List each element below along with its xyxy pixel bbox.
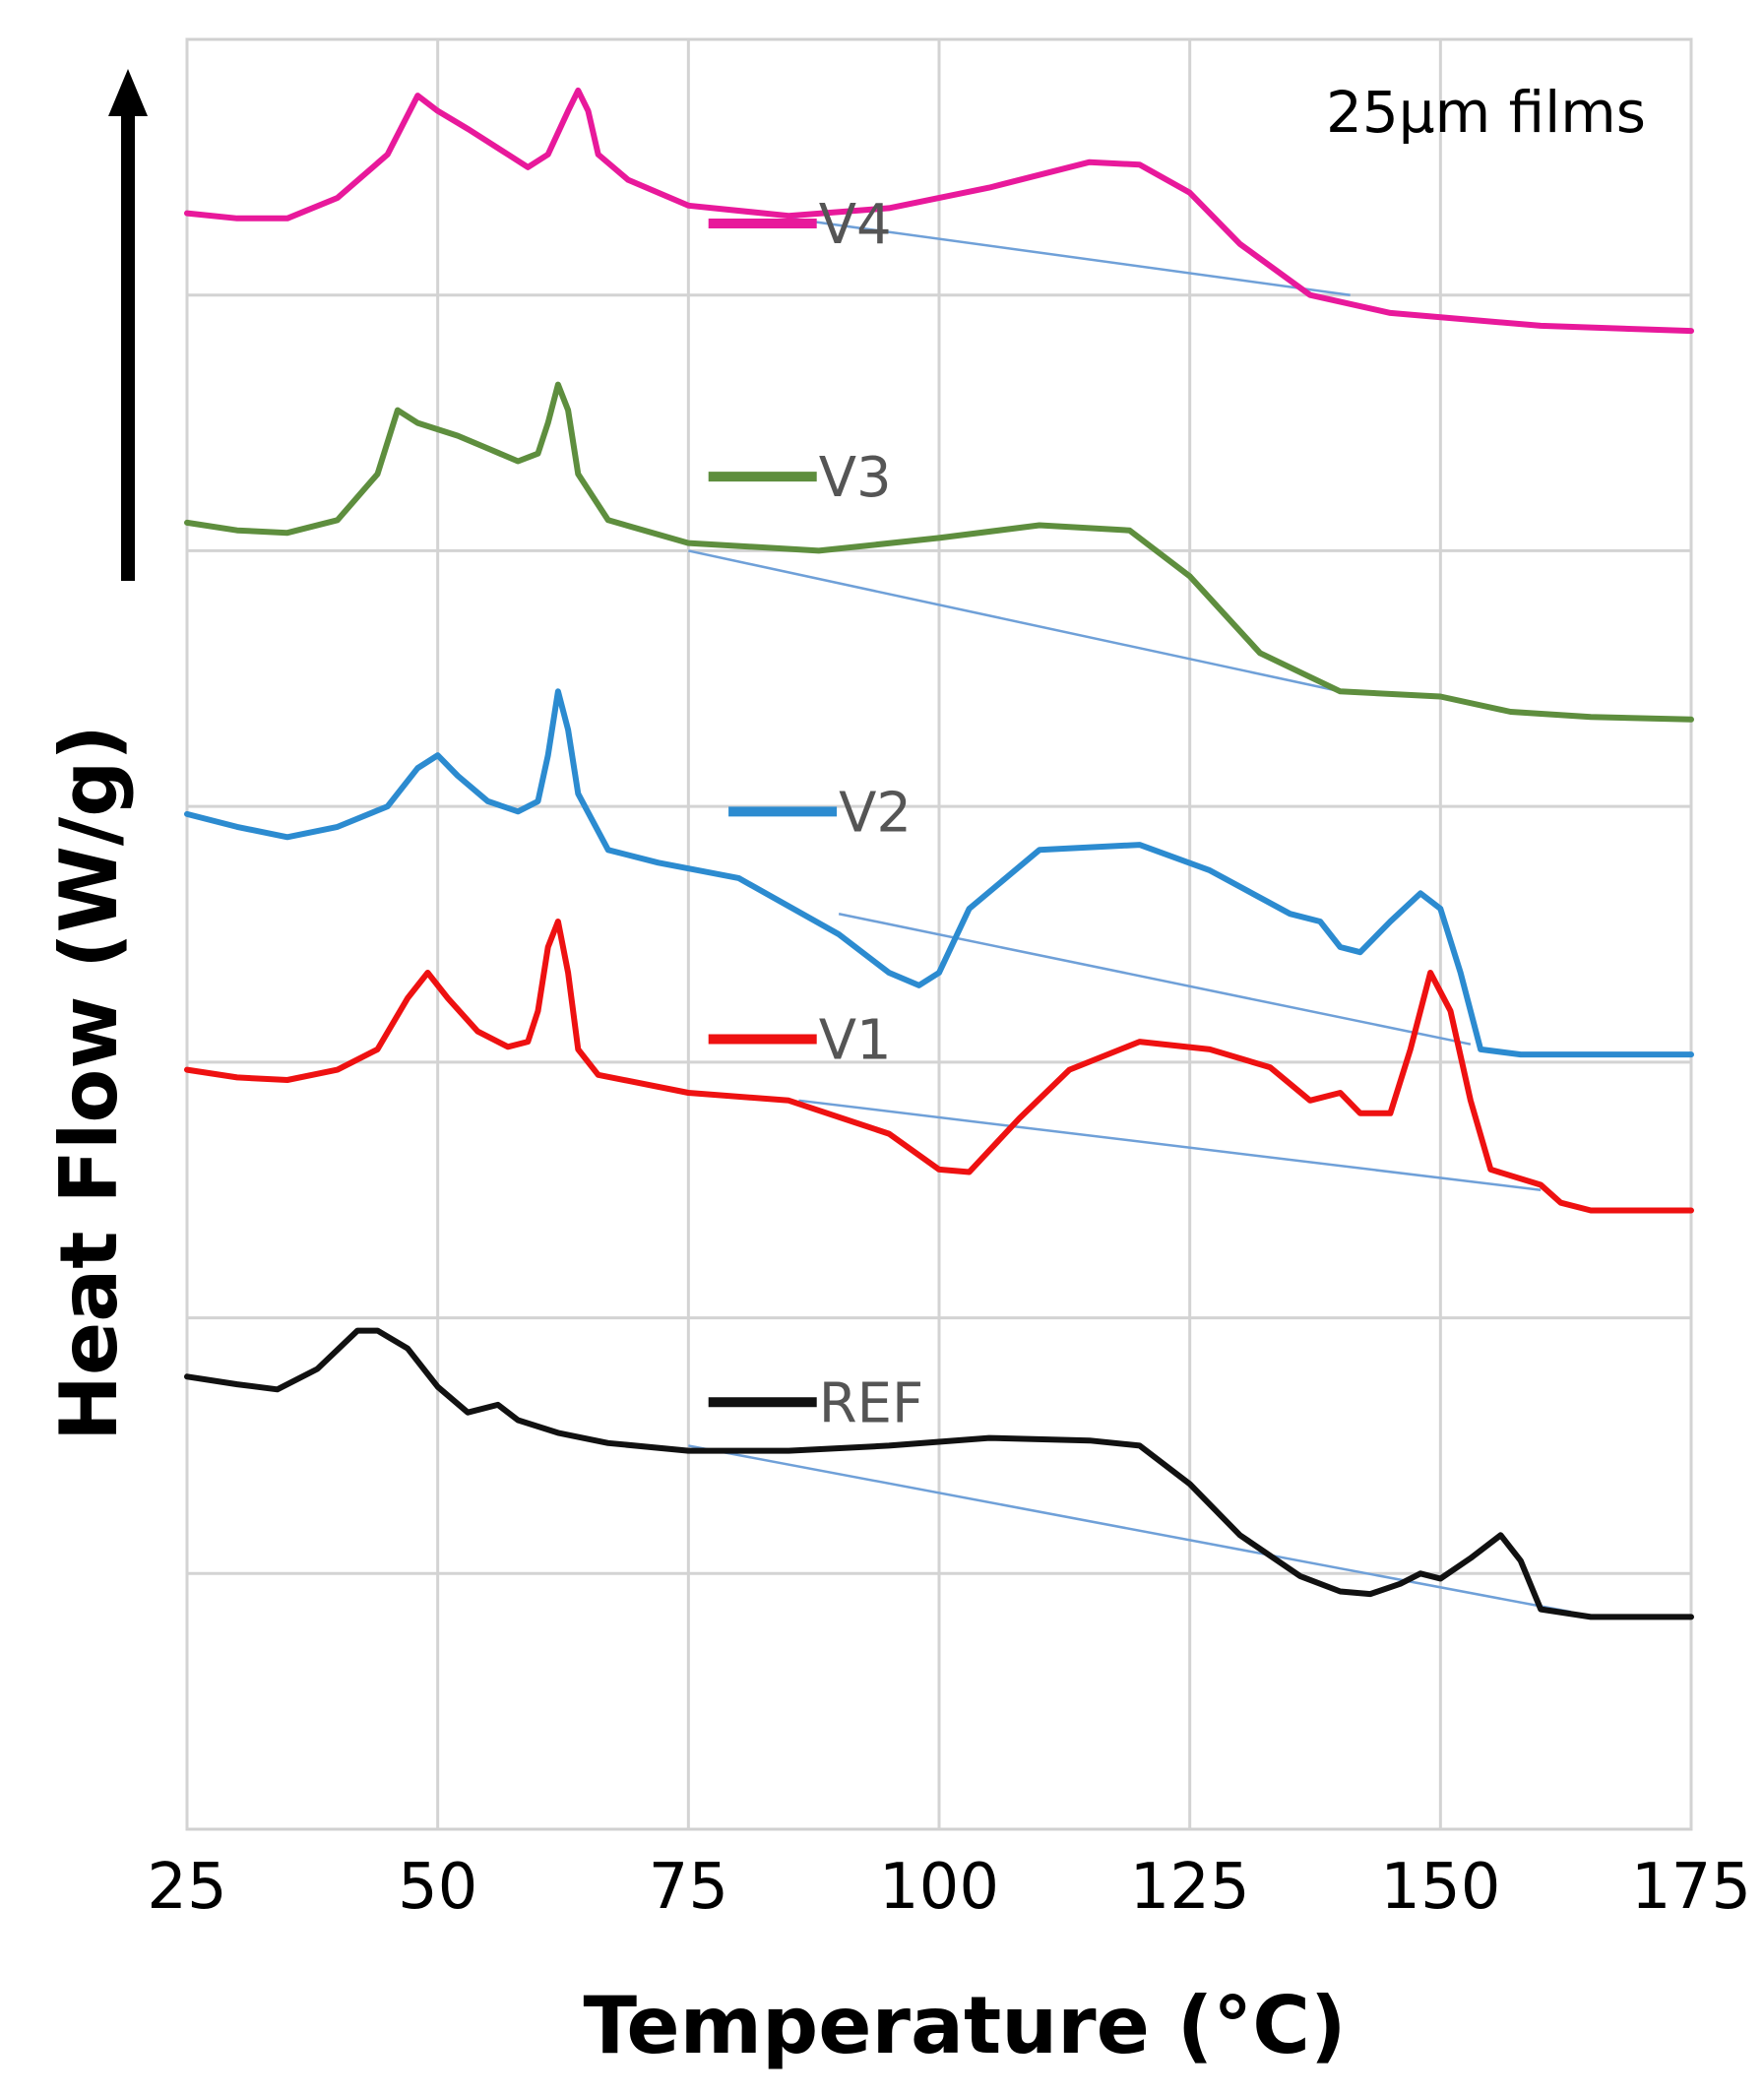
series-line-v4 bbox=[184, 87, 1694, 335]
series-line-v1 bbox=[184, 919, 1694, 1214]
legend-label-ref: REF bbox=[819, 1371, 924, 1435]
baseline-v3 bbox=[688, 549, 1341, 693]
x-tick-label-175: 175 bbox=[1631, 1851, 1751, 1924]
x-axis-title: Temperature (°C) bbox=[583, 1980, 1346, 2071]
legend-label-v3: V3 bbox=[819, 446, 892, 510]
inline-legend: V4 V3 V2 V1 REF bbox=[708, 193, 924, 1435]
annotation-25um-films: 25μm films bbox=[1326, 79, 1646, 146]
baseline-v2 bbox=[838, 912, 1472, 1046]
y-axis-arrow bbox=[108, 69, 148, 581]
series-lines bbox=[184, 87, 1694, 1620]
arrow-head bbox=[108, 69, 148, 116]
legend-label-v2: V2 bbox=[839, 781, 912, 845]
x-tick-label-25: 25 bbox=[147, 1851, 226, 1924]
x-tick-labels: 25 50 75 100 125 150 175 bbox=[147, 1851, 1751, 1924]
y-axis-title: Heat Flow (W/g) bbox=[43, 725, 135, 1441]
baseline-v4 bbox=[788, 217, 1351, 296]
series-line-ref bbox=[184, 1327, 1694, 1620]
gridlines bbox=[185, 37, 1693, 1831]
series-line-v3 bbox=[184, 381, 1694, 723]
baseline-ref bbox=[688, 1444, 1571, 1614]
x-tick-label-150: 150 bbox=[1380, 1851, 1500, 1924]
series-line-v2 bbox=[184, 688, 1694, 1058]
x-tick-label-100: 100 bbox=[879, 1851, 999, 1924]
baselines bbox=[688, 217, 1571, 1614]
x-tick-label-125: 125 bbox=[1130, 1851, 1250, 1924]
x-tick-label-50: 50 bbox=[398, 1851, 477, 1924]
baseline-v1 bbox=[798, 1099, 1542, 1191]
legend-label-v4: V4 bbox=[819, 193, 892, 257]
x-tick-label-75: 75 bbox=[649, 1851, 728, 1924]
legend-label-v1: V1 bbox=[819, 1008, 892, 1072]
